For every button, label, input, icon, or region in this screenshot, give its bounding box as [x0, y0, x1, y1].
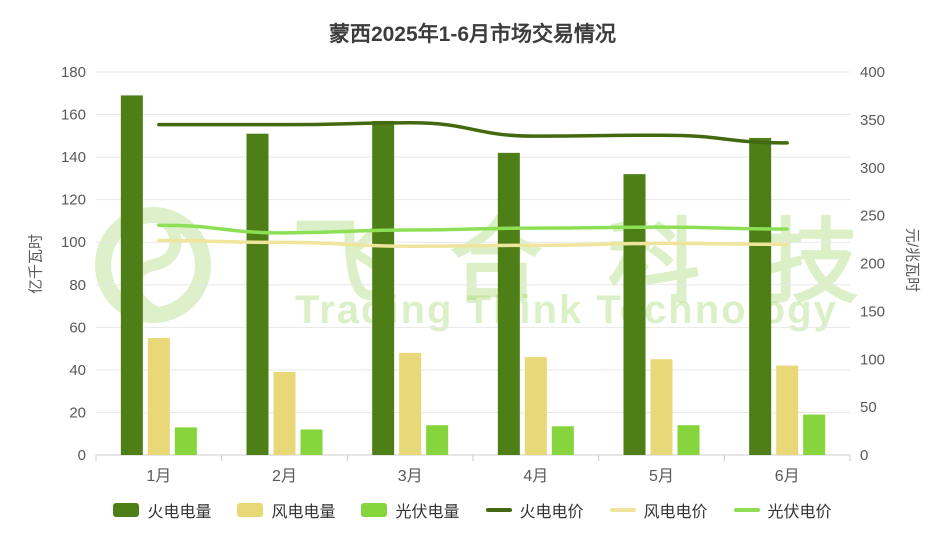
bar-风电电量-2月	[273, 372, 296, 455]
right-axis-tick-label: 200	[860, 256, 885, 273]
line-swatch-icon	[609, 508, 636, 512]
right-axis-tick-label: 150	[860, 303, 885, 320]
bar-风电电量-5月	[650, 359, 673, 455]
legend-item-光伏电量[interactable]: 光伏电量	[361, 498, 460, 522]
x-axis-category-label: 4月	[523, 468, 548, 485]
bar-火电电量-2月	[246, 133, 269, 455]
right-axis-tick-label: 0	[860, 447, 868, 464]
x-axis-category-label: 5月	[649, 468, 674, 485]
bar-风电电量-1月	[147, 337, 170, 455]
x-axis-category-label: 1月	[146, 468, 171, 485]
legend-label: 火电电价	[519, 504, 584, 521]
left-axis-tick-label: 100	[61, 234, 86, 251]
legend-label: 火电电量	[147, 504, 212, 521]
bar-风电电量-6月	[776, 365, 799, 455]
bar-swatch-icon	[361, 503, 388, 517]
legend-label: 光伏电价	[767, 504, 832, 521]
right-axis-tick-label: 350	[860, 112, 885, 129]
bar-光伏电量-4月	[551, 426, 574, 455]
bar-swatch-icon	[237, 503, 264, 517]
right-axis-tick-label: 300	[860, 160, 885, 177]
bar-光伏电量-1月	[174, 427, 197, 455]
right-axis-tick-label: 100	[860, 351, 885, 368]
right-axis-tick-label: 250	[860, 208, 885, 225]
right-axis-tick-label: 50	[860, 399, 877, 416]
line-swatch-icon	[733, 508, 760, 512]
bar-火电电量-1月	[120, 95, 143, 456]
left-axis-tick-label: 80	[69, 277, 86, 294]
line-风电电价	[157, 238, 789, 249]
bar-火电电量-4月	[497, 152, 520, 455]
bar-火电电量-5月	[623, 174, 646, 455]
line-火电电价	[157, 120, 789, 145]
bar-风电电量-3月	[399, 352, 422, 455]
legend-label: 风电电量	[271, 504, 336, 521]
legend-item-火电电价[interactable]: 火电电价	[485, 498, 584, 522]
left-axis-tick-label: 160	[61, 107, 86, 124]
left-axis-tick-label: 40	[69, 362, 86, 379]
left-axis-tick-label: 180	[61, 64, 86, 81]
bar-火电电量-6月	[749, 137, 772, 455]
line-swatch-icon	[485, 508, 512, 512]
left-axis-tick-label: 140	[61, 149, 86, 166]
bar-火电电量-3月	[372, 120, 395, 455]
legend-item-风电电量[interactable]: 风电电量	[237, 498, 335, 522]
x-axis-category-label: 3月	[398, 468, 423, 485]
left-axis-tick-label: 0	[78, 447, 86, 464]
legend-label: 风电电价	[643, 504, 708, 521]
legend-item-风电电价[interactable]: 风电电价	[609, 498, 708, 522]
left-axis-tick-label: 20	[69, 404, 86, 421]
left-axis-tick-label: 120	[61, 192, 86, 209]
bar-光伏电量-2月	[300, 429, 323, 455]
legend-label: 光伏电量	[395, 504, 460, 521]
chart-legend: 火电电量 风电电量 光伏电量 火电电价 风电电价 光伏电价	[0, 498, 945, 522]
bar-风电电量-4月	[524, 357, 547, 455]
bar-光伏电量-5月	[677, 425, 700, 455]
x-axis-category-label: 6月	[775, 468, 800, 485]
line-光伏电价	[157, 223, 789, 235]
chart-title: 蒙西2025年1-6月市场交易情况	[328, 23, 617, 46]
x-axis-category-label: 2月	[272, 468, 297, 485]
legend-item-火电电量[interactable]: 火电电量	[113, 498, 211, 522]
right-axis-tick-label: 400	[860, 64, 885, 81]
bar-光伏电量-3月	[426, 425, 449, 455]
legend-item-光伏电价[interactable]: 光伏电价	[733, 498, 832, 522]
left-axis-tick-label: 60	[69, 319, 86, 336]
bar-swatch-icon	[113, 503, 140, 517]
bar-光伏电量-6月	[803, 414, 826, 455]
